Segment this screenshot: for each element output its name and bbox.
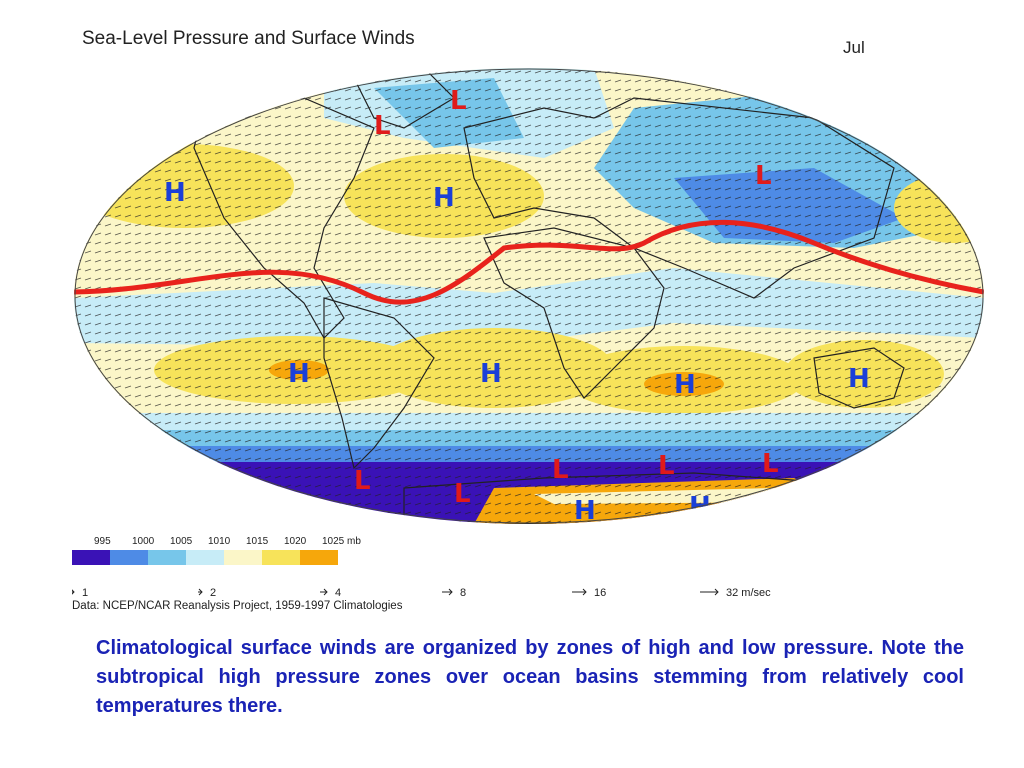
scale-swatch xyxy=(186,550,224,565)
wind-arrow-icon xyxy=(442,588,453,596)
pressure-wind-map: H H H H H H H H L L L L L L L L L xyxy=(74,68,984,524)
wind-scale-label: 1 xyxy=(82,587,88,599)
scale-label: 1010 xyxy=(208,536,231,547)
wind-arrow-icon xyxy=(198,588,203,596)
caption-text: Climatological surface winds are organiz… xyxy=(96,637,964,717)
itcz-line xyxy=(74,219,984,305)
map-field: H H H H H H H H L L L L L L L L L xyxy=(74,68,984,524)
low-marker: L xyxy=(374,111,391,141)
high-marker: H xyxy=(288,359,310,389)
high-marker: H xyxy=(164,178,186,208)
scale-label: 1020 xyxy=(284,536,307,547)
pressure-scale-bar xyxy=(72,550,338,565)
data-source: Data: NCEP/NCAR Reanalysis Project, 1959… xyxy=(72,600,403,612)
scale-label: 1025 mb xyxy=(322,536,361,547)
wind-arrow-icon xyxy=(700,588,719,596)
low-marker: L xyxy=(658,451,675,481)
scale-swatch xyxy=(300,550,338,565)
low-marker: L xyxy=(246,475,263,505)
wind-scale-label: 4 xyxy=(335,587,341,599)
wind-scale-label: 2 xyxy=(210,587,216,599)
scale-label: 1015 xyxy=(246,536,269,547)
scale-label: 1000 xyxy=(132,536,155,547)
scale-swatch xyxy=(262,550,300,565)
pressure-color-scale: 995 1000 1005 1010 1015 1020 1025 mb xyxy=(72,536,361,565)
low-marker: L xyxy=(450,86,467,116)
pressure-centers: H H H H H H H H L L L L L L L L L xyxy=(164,86,870,524)
scale-swatch xyxy=(72,550,110,565)
high-marker: H xyxy=(848,364,870,394)
wind-scale-label: 8 xyxy=(460,587,466,599)
high-marker: H xyxy=(674,370,696,400)
wind-arrow-icon xyxy=(320,588,328,596)
high-marker: H xyxy=(433,183,455,213)
high-marker: H xyxy=(480,359,502,389)
scale-swatch xyxy=(148,550,186,565)
wind-arrow-icon xyxy=(572,588,587,596)
wind-speed-scale: 1 2 4 8 16 32 m/sec xyxy=(72,587,771,599)
map-border xyxy=(74,68,984,524)
month-label: Jul xyxy=(843,38,865,57)
wind-scale-label: 32 m/sec xyxy=(726,587,771,599)
low-marker: L xyxy=(552,455,569,485)
low-marker: L xyxy=(755,161,772,191)
map-title: Sea-Level Pressure and Surface Winds xyxy=(82,28,415,49)
wind-scale-label: 16 xyxy=(594,587,606,599)
low-marker: L xyxy=(454,479,471,509)
scale-swatch xyxy=(224,550,262,565)
scale-label: 1005 xyxy=(170,536,193,547)
low-marker: L xyxy=(354,466,371,496)
pressure-scale-labels: 995 1000 1005 1010 1015 1020 1025 mb xyxy=(94,536,361,547)
low-marker: L xyxy=(762,449,779,479)
scale-label: 995 xyxy=(94,536,111,547)
high-marker: H xyxy=(574,496,596,524)
high-marker: H xyxy=(689,492,711,522)
wind-arrow-icon xyxy=(72,589,75,595)
scale-swatch xyxy=(110,550,148,565)
